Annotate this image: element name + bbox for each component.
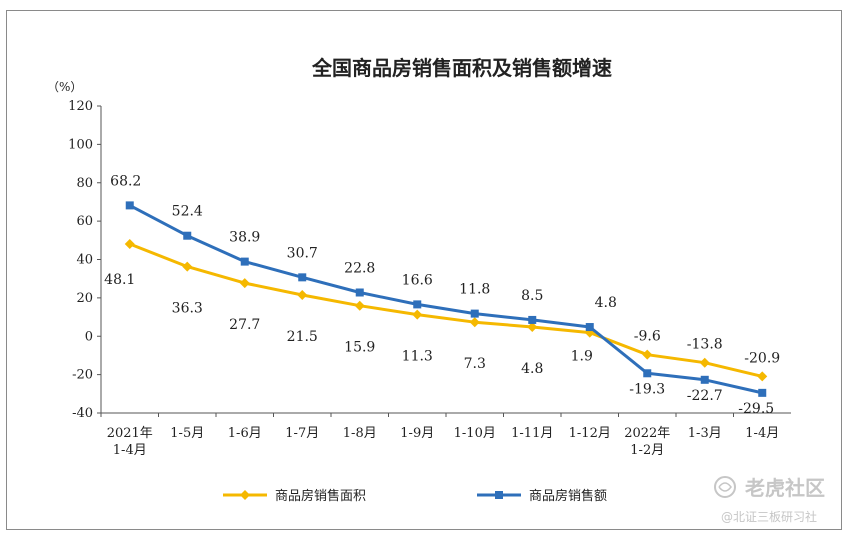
data-label-1: 8.5	[521, 288, 543, 304]
legend-label-0: 商品房销售面积	[275, 488, 366, 504]
tiger-community-logo-icon	[714, 476, 736, 498]
x-tick-label: 1-6月	[228, 426, 262, 441]
x-tick-label: 1-10月	[454, 426, 496, 441]
series-point-1	[528, 315, 537, 324]
x-tick-label: 2022年 1-2月	[624, 426, 670, 458]
data-label-1: 4.8	[595, 295, 617, 311]
data-label-0: -13.8	[687, 337, 723, 353]
watermark-sub: @北证三板研习社	[721, 509, 817, 524]
legend-marker-1	[495, 491, 503, 499]
data-label-1: 38.9	[229, 230, 260, 246]
series-point-0	[239, 278, 250, 289]
watermark-text: 老虎社区	[745, 476, 825, 500]
data-label-1: -19.3	[629, 381, 665, 397]
series-point-0	[527, 322, 538, 333]
data-label-0: 11.3	[402, 349, 433, 365]
legend: 商品房销售面积 商品房销售额	[223, 488, 607, 504]
data-label-0: 15.9	[344, 340, 375, 356]
series-point-1	[183, 231, 192, 240]
y-tick-label: 0	[85, 329, 93, 344]
series-point-0	[354, 300, 365, 311]
data-label-0: 1.9	[571, 349, 593, 365]
series-point-1	[643, 369, 652, 378]
x-tick-label: 2021年 1-4月	[107, 426, 153, 458]
series-point-1	[298, 273, 307, 282]
series-point-1	[355, 288, 364, 297]
series-point-1	[700, 375, 709, 384]
y-tick-label: 40	[76, 253, 93, 268]
series-point-0	[182, 261, 193, 272]
legend-label-1: 商品房销售额	[529, 488, 607, 504]
series-point-1	[585, 323, 594, 332]
x-tick-label: 1-7月	[285, 426, 319, 441]
data-label-1: 16.6	[402, 272, 433, 288]
x-tick-label: 1-3月	[688, 426, 722, 441]
series-point-0	[297, 289, 308, 300]
series-line-0	[129, 242, 763, 378]
data-labels: 48.1 36.3 27.7 21.5 15.9 11.3 7.3 4.8 1.9 -9.6 -13…	[104, 173, 780, 416]
y-tick-label: 100	[68, 137, 93, 152]
y-tick-label: -20	[72, 368, 93, 383]
data-label-1: -29.5	[738, 401, 774, 417]
series-point-0	[124, 238, 135, 249]
series-point-1	[470, 309, 479, 318]
x-tick-label: 1-12月	[569, 426, 611, 441]
chart-frame: 全国商品房销售面积及销售额增速 （%） 120 100 80 60 40 20 0 -20 -4…	[6, 10, 842, 530]
series-point-0	[699, 357, 710, 368]
x-tick-label: 1-11月	[511, 426, 553, 441]
y-tick-label: 80	[76, 176, 93, 191]
data-label-0: 48.1	[104, 272, 135, 288]
data-label-0: 7.3	[464, 356, 486, 372]
data-label-1: 22.8	[344, 261, 375, 277]
series-point-0	[412, 309, 423, 320]
x-tick-label: 1-4月	[745, 426, 779, 441]
x-tick-label: 1-9月	[400, 426, 434, 441]
y-tick-label: 120	[68, 99, 93, 114]
y-tick-label: -40	[72, 406, 93, 421]
series-point-0	[642, 349, 653, 360]
data-label-0: -20.9	[744, 350, 780, 366]
series-point-1	[413, 300, 422, 309]
series-point-0	[757, 371, 768, 382]
axes: 120 100 80 60 40 20 0 -20 -40 2021年 1-4月 1-5月 1-6月 1-…	[68, 99, 791, 458]
data-label-0: 21.5	[287, 329, 318, 345]
series-point-0	[469, 317, 480, 328]
data-label-0: 27.7	[229, 317, 260, 333]
x-tick-label: 1-5月	[170, 426, 204, 441]
series-line-1	[129, 204, 763, 395]
series-point-1	[240, 257, 249, 266]
data-label-0: 4.8	[521, 361, 543, 377]
data-label-1: 68.2	[110, 173, 141, 189]
watermark: 老虎社区 @北证三板研习社	[714, 476, 825, 524]
x-tick-label: 1-8月	[343, 426, 377, 441]
data-label-0: 36.3	[172, 301, 203, 317]
chart-title: 全国商品房销售面积及销售额增速	[311, 56, 612, 80]
series-point-1	[125, 201, 134, 210]
data-label-1: -22.7	[687, 388, 723, 404]
legend-marker-0	[240, 490, 250, 500]
data-label-1: 30.7	[287, 245, 318, 261]
data-label-1: 52.4	[172, 204, 203, 220]
y-tick-label: 60	[76, 214, 93, 229]
y-axis-unit: （%）	[47, 80, 82, 94]
data-label-1: 11.8	[459, 282, 490, 298]
line-chart: 全国商品房销售面积及销售额增速 （%） 120 100 80 60 40 20 0 -20 -4…	[47, 56, 825, 524]
y-tick-label: 20	[76, 291, 93, 306]
series-layer	[124, 201, 768, 397]
series-point-1	[758, 388, 767, 397]
data-label-0: -9.6	[634, 329, 661, 345]
